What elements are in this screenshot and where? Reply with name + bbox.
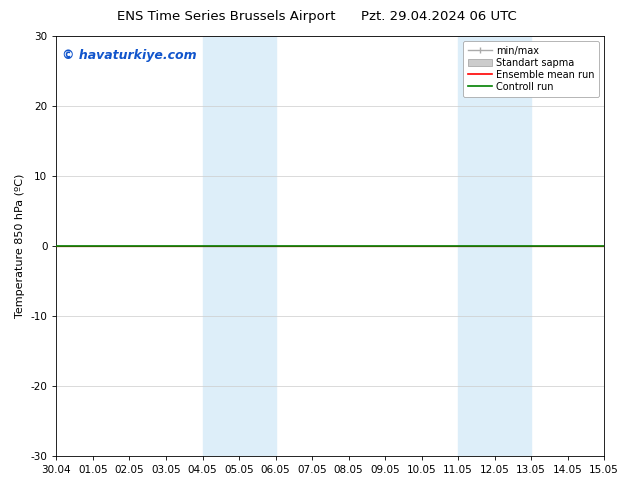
Text: ENS Time Series Brussels Airport      Pzt. 29.04.2024 06 UTC: ENS Time Series Brussels Airport Pzt. 29… (117, 10, 517, 23)
Bar (458, 36, 531, 456)
Legend: min/max, Standart sapma, Ensemble mean run, Controll run: min/max, Standart sapma, Ensemble mean r… (463, 41, 599, 97)
Text: © havaturkiye.com: © havaturkiye.com (62, 49, 197, 62)
Y-axis label: Temperature 850 hPa (ºC): Temperature 850 hPa (ºC) (15, 174, 25, 318)
Bar (202, 36, 276, 456)
